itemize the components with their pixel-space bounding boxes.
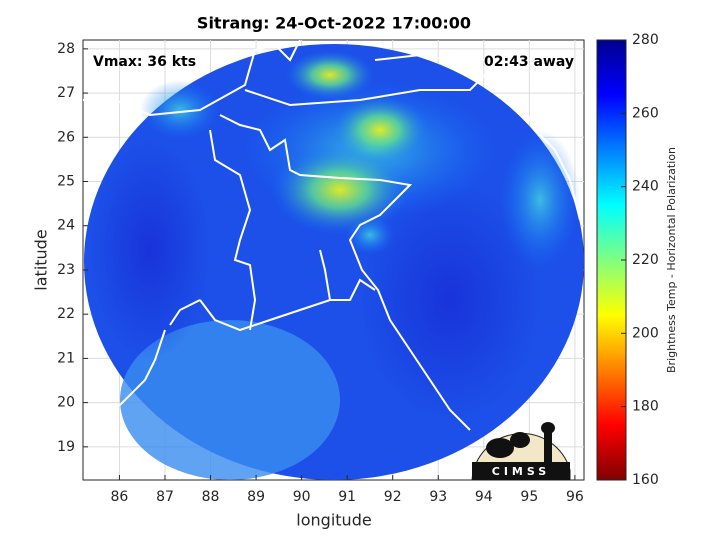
- y-tick-label: 20: [57, 395, 75, 411]
- x-tick-label: 95: [520, 489, 538, 505]
- y-tick-label: 24: [57, 218, 75, 234]
- patch: [330, 95, 430, 165]
- patch: [90, 140, 210, 360]
- colorbar-tick-label: 280: [632, 32, 659, 48]
- chart-title: Sitrang: 24-Oct-2022 17:00:00: [197, 14, 471, 33]
- patch: [120, 320, 340, 480]
- patch: [140, 80, 220, 140]
- x-tick-label: 87: [156, 489, 174, 505]
- patch: [270, 145, 410, 235]
- logo-text: CIMSS: [492, 465, 550, 478]
- colorbar-tick-label: 240: [632, 179, 659, 195]
- patch: [360, 180, 540, 420]
- colorbar-label: Brightness Temp - Horizontal Polarizatio…: [665, 147, 678, 373]
- ticks: 86 87 88 89 90 91 92 93 94 95 96 19 20 21 22 23 24 25 26 27…: [57, 41, 584, 505]
- x-tick-label: 86: [111, 489, 129, 505]
- x-tick-label: 94: [475, 489, 493, 505]
- colorbar-tick-label: 260: [632, 105, 659, 121]
- patch: [500, 130, 580, 270]
- coastlines: [83, 40, 581, 431]
- y-tick-label: 25: [57, 174, 75, 190]
- y-tick-label: 22: [57, 306, 75, 322]
- colorbar-tick-label: 180: [632, 399, 659, 415]
- y-tick-label: 19: [57, 439, 75, 455]
- x-tick-label: 96: [566, 489, 584, 505]
- y-axis-label: latitude: [32, 229, 51, 290]
- x-tick-label: 88: [202, 489, 220, 505]
- y-tick-label: 26: [57, 129, 75, 145]
- y-tick-label: 27: [57, 85, 75, 101]
- x-tick-label: 89: [247, 489, 265, 505]
- colorbar-tick-label: 160: [632, 472, 659, 488]
- colorbar-tick-label: 220: [632, 252, 659, 268]
- patch: [345, 215, 395, 255]
- colorbar-tick-label: 200: [632, 325, 659, 341]
- x-tick-label: 91: [338, 489, 356, 505]
- y-tick-label: 28: [57, 41, 75, 57]
- x-axis-label: longitude: [296, 511, 371, 530]
- y-tick-label: 23: [57, 262, 75, 278]
- x-tick-label: 92: [384, 489, 402, 505]
- satellite-image: [83, 40, 584, 480]
- patch: [285, 50, 375, 100]
- x-tick-label: 93: [429, 489, 447, 505]
- y-tick-label: 21: [57, 350, 75, 366]
- annotation: Vmax: 36 kts: [93, 54, 196, 70]
- logo: CIMSS: [471, 422, 571, 481]
- annotation: 02:43 away: [484, 54, 574, 70]
- x-tick-label: 90: [293, 489, 311, 505]
